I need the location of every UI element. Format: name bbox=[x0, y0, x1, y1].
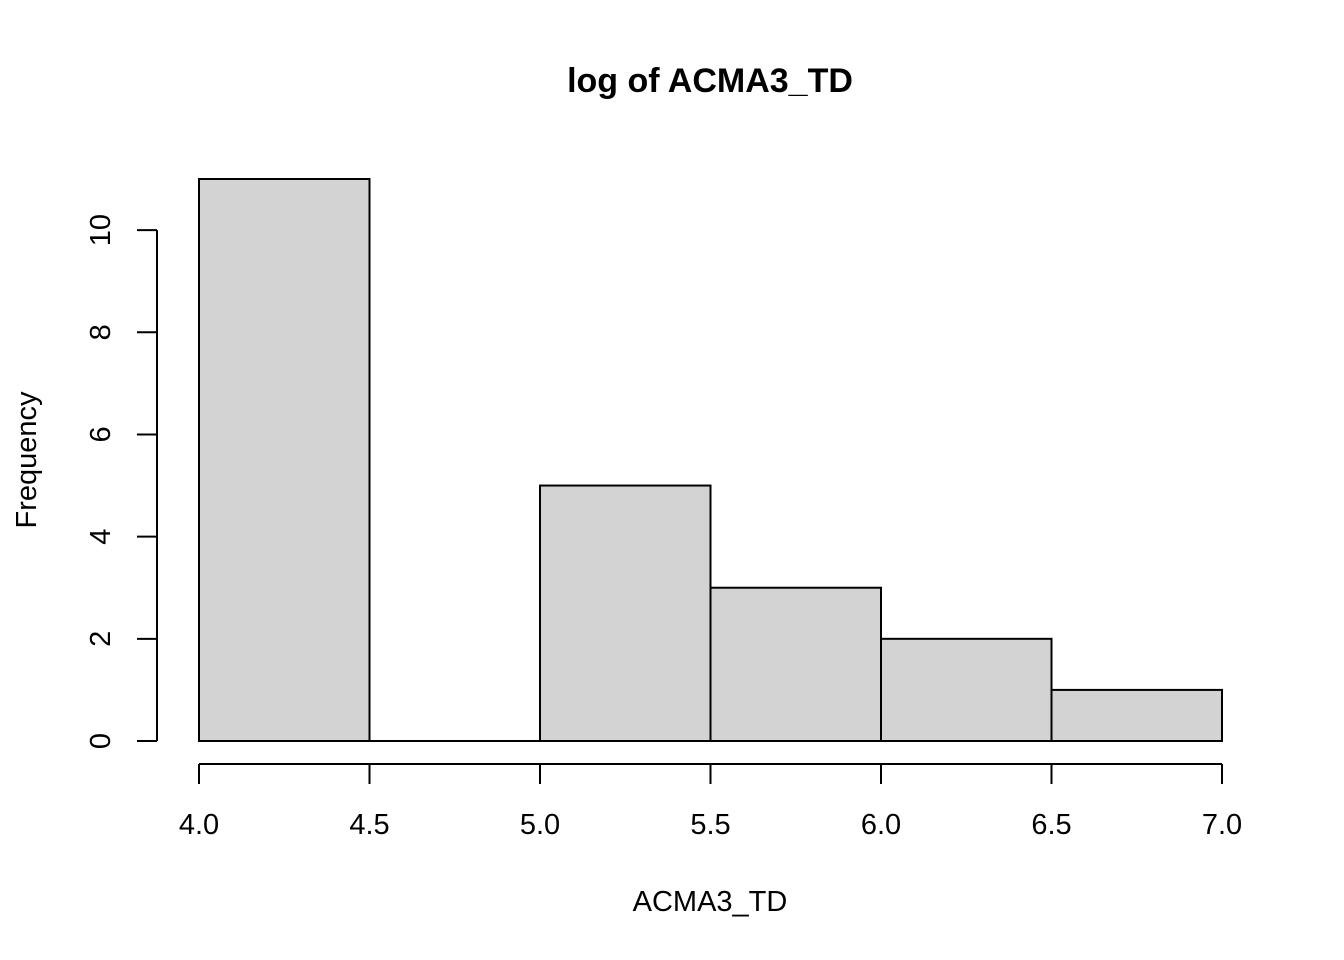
x-tick-label: 6.0 bbox=[861, 809, 901, 841]
x-axis: 4.0 4.5 5.0 5.5 6.0 6.5 7.0 bbox=[179, 763, 1242, 841]
x-tick-label: 4.0 bbox=[179, 809, 219, 841]
y-axis-label: Frequency bbox=[11, 391, 43, 529]
y-tick-label: 6 bbox=[85, 426, 117, 442]
histogram-bar-4 bbox=[880, 637, 1053, 742]
y-axis: 0 2 4 6 8 10 bbox=[85, 214, 158, 749]
y-tick-label: 10 bbox=[85, 214, 117, 246]
histogram-bar-3 bbox=[709, 586, 882, 743]
y-tick-label: 2 bbox=[85, 631, 117, 647]
histogram-bar-2 bbox=[539, 484, 712, 742]
x-tick-label: 4.5 bbox=[349, 809, 389, 841]
x-tick-label: 6.5 bbox=[1031, 809, 1071, 841]
y-tick-label: 0 bbox=[85, 733, 117, 749]
x-tick-label: 5.0 bbox=[520, 809, 560, 841]
bars-group bbox=[198, 178, 1223, 743]
y-tick-label: 4 bbox=[85, 529, 117, 545]
x-axis-label: ACMA3_TD bbox=[633, 886, 788, 918]
y-tick-label: 8 bbox=[85, 324, 117, 340]
chart-title: log of ACMA3_TD bbox=[567, 62, 853, 100]
x-tick-label: 7.0 bbox=[1202, 809, 1242, 841]
x-tick-label: 5.5 bbox=[690, 809, 730, 841]
histogram-bar-0 bbox=[198, 178, 371, 742]
histogram-bar-5 bbox=[1050, 688, 1223, 743]
